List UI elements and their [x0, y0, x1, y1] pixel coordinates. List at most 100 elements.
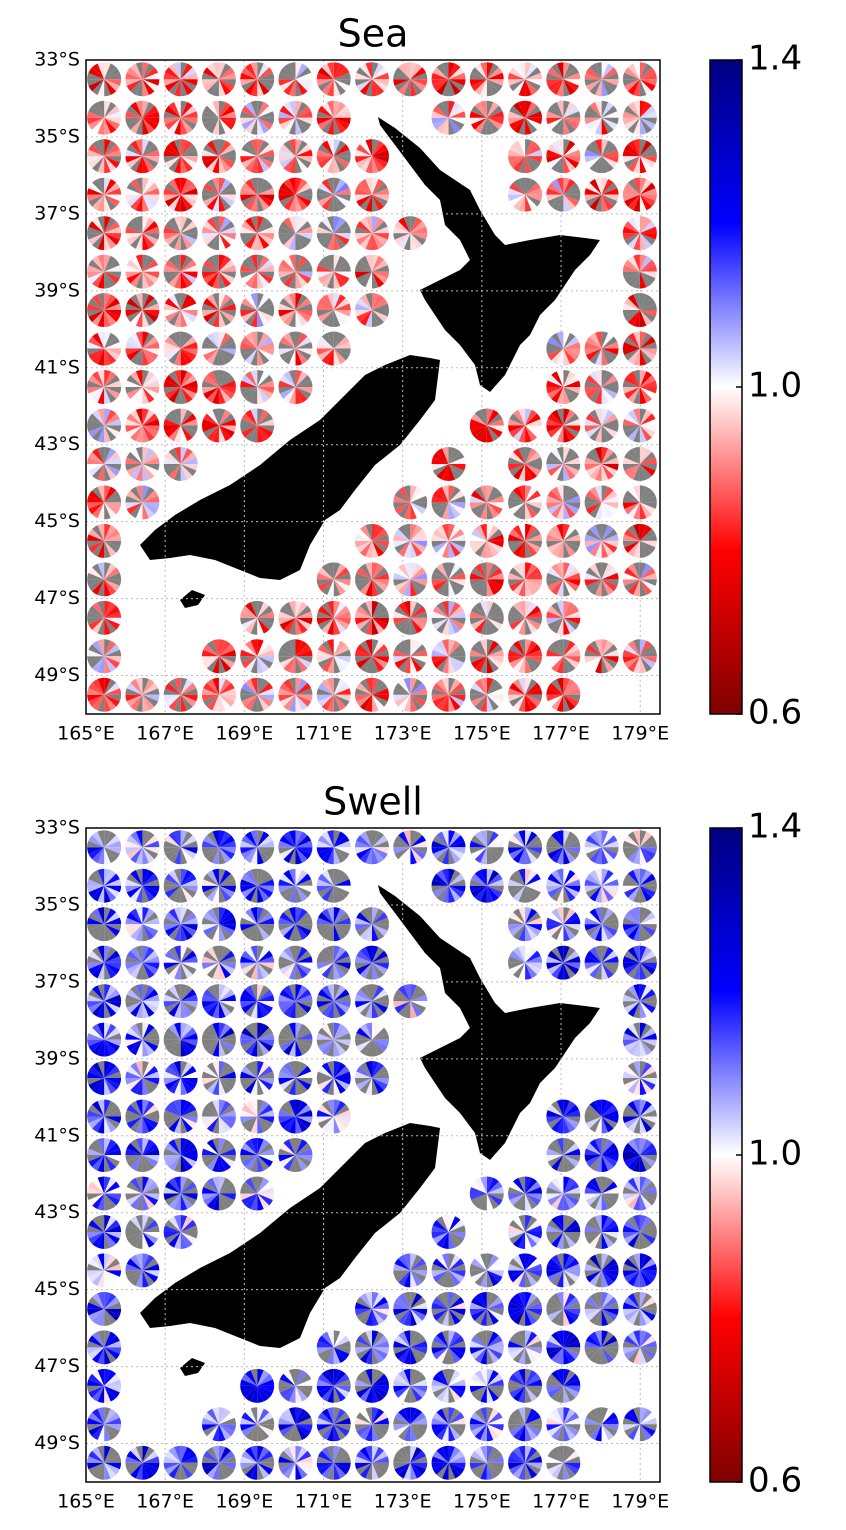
pie-wedge — [241, 117, 258, 130]
pie-wedge — [295, 111, 313, 118]
pie-wedge — [135, 387, 143, 404]
pie-wedge — [142, 485, 149, 503]
pie-wedge — [257, 265, 275, 272]
pie-wedge — [295, 216, 302, 234]
pie-wedge — [295, 156, 312, 169]
pie-wedge — [257, 101, 270, 118]
pie-wedge — [551, 486, 564, 503]
pie — [163, 331, 198, 366]
pie-wedge — [174, 62, 181, 80]
pie — [163, 945, 198, 980]
pie-wedge — [410, 63, 423, 80]
pie-wedge — [257, 226, 275, 234]
pie-wedge — [365, 254, 372, 272]
pie — [393, 830, 428, 865]
pie-wedge — [135, 117, 143, 135]
pie-wedge — [589, 371, 602, 387]
pie-wedge — [206, 332, 219, 349]
pie-wedge — [474, 525, 487, 541]
pie-wedge — [135, 156, 143, 174]
pie — [278, 254, 313, 289]
pie-wedge — [547, 528, 564, 541]
pie-wedge — [513, 63, 526, 80]
pie-wedge — [518, 79, 526, 97]
pie-wedge — [333, 188, 351, 195]
pie-wedge — [474, 79, 487, 95]
pie-wedge — [513, 156, 526, 172]
pie-wedge — [321, 563, 334, 580]
pie-wedge — [218, 140, 231, 157]
pie-wedge — [174, 310, 181, 328]
pie-wedge — [87, 303, 105, 311]
pie-wedge — [627, 425, 640, 442]
pie-wedge — [508, 117, 526, 125]
pie-wedge — [321, 194, 334, 211]
pie-wedge — [295, 79, 312, 92]
pie-wedge — [125, 194, 143, 202]
pie-wedge — [639, 502, 657, 509]
pie — [87, 254, 122, 289]
pie-wedge — [372, 540, 388, 553]
pie-wedge — [218, 79, 236, 86]
pie-wedge — [410, 486, 423, 503]
pie-wedge — [180, 182, 197, 195]
pie-wedge — [142, 101, 155, 118]
pie-wedge — [327, 139, 334, 157]
pie-wedge — [218, 254, 226, 272]
pie-wedge — [180, 79, 197, 92]
pie-wedge — [174, 156, 181, 174]
pie-wedge — [97, 408, 105, 426]
pie-wedge — [97, 540, 105, 558]
pie-wedge — [432, 540, 449, 553]
pie-wedge — [316, 572, 334, 580]
pie-wedge — [135, 408, 143, 426]
pie — [201, 293, 236, 328]
pie — [87, 1022, 122, 1057]
pie-wedge — [585, 348, 602, 361]
pie-wedge — [318, 194, 334, 207]
pie-wedge — [525, 117, 543, 125]
pie-wedge — [218, 194, 235, 207]
pie-wedge — [365, 540, 372, 558]
pie-wedge — [403, 62, 411, 80]
x-tick-label: 175°E — [453, 723, 511, 745]
pie-wedge — [509, 105, 526, 118]
pie-wedge — [622, 149, 640, 157]
pie — [546, 331, 581, 366]
pie-wedge — [104, 177, 111, 195]
pie-wedge — [88, 298, 105, 311]
pie-wedge — [180, 293, 188, 311]
pie-wedge — [471, 413, 487, 426]
pie-wedge — [257, 331, 264, 349]
pie-wedge — [393, 502, 411, 509]
pie — [163, 216, 198, 251]
pie-wedge — [142, 156, 149, 174]
pie-wedge — [245, 217, 258, 234]
pie-wedge — [142, 117, 159, 130]
pie-wedge — [372, 194, 388, 207]
pie-wedge — [333, 194, 350, 207]
pie-wedge — [639, 111, 657, 118]
pie-wedge — [212, 348, 219, 366]
pie-wedge — [518, 540, 526, 558]
pie-wedge — [403, 502, 411, 520]
pie-wedge — [622, 226, 640, 234]
pie-wedge — [486, 100, 494, 118]
pie-wedge — [589, 409, 602, 426]
pie-wedge — [584, 149, 602, 157]
pie-wedge — [283, 332, 296, 349]
pie-wedge — [327, 62, 334, 80]
pie-wedge — [87, 79, 105, 86]
pie-wedge — [257, 374, 273, 387]
pie-wedge — [372, 221, 388, 234]
pie-wedge — [356, 67, 372, 80]
pie-wedge — [295, 348, 302, 366]
pie-wedge — [168, 140, 181, 157]
pie-wedge — [356, 221, 372, 234]
pie — [508, 639, 543, 674]
pie-wedge — [448, 63, 461, 80]
pie-wedge — [250, 370, 258, 387]
pie-wedge — [218, 233, 226, 251]
pie-wedge — [126, 259, 143, 272]
pie-wedge — [240, 425, 258, 432]
